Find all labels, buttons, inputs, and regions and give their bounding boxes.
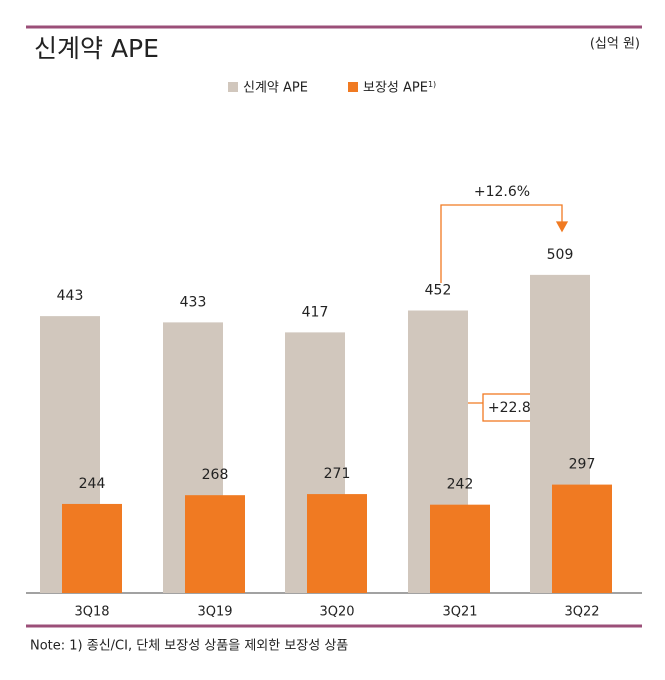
value-label: 242 xyxy=(447,477,474,493)
legend-label: 신계약 APE xyxy=(243,81,308,96)
x-tick-label: 3Q19 xyxy=(197,605,232,620)
bar xyxy=(185,495,245,593)
annotation: +12.6% xyxy=(474,184,530,200)
x-tick-label: 3Q22 xyxy=(564,605,599,620)
unit-label: (십억 원) xyxy=(590,37,640,52)
legend-swatch xyxy=(228,82,238,92)
bar xyxy=(430,504,490,593)
x-tick-label: 3Q18 xyxy=(74,605,109,620)
value-label: 297 xyxy=(569,457,596,473)
footnote: Note: 1) 종신/CI, 단체 보장성 상품을 제외한 보장성 상품 xyxy=(30,639,348,654)
value-label: 417 xyxy=(302,304,329,320)
value-label: 452 xyxy=(425,283,452,299)
value-label: 244 xyxy=(79,476,106,492)
legend-label: 보장성 APE1) xyxy=(363,80,436,96)
value-label: 433 xyxy=(180,294,207,310)
x-tick-label: 3Q21 xyxy=(442,605,477,620)
chart-title: 신계약 APE xyxy=(34,34,159,63)
bar xyxy=(62,503,122,593)
bar xyxy=(307,494,367,593)
x-tick-label: 3Q20 xyxy=(319,605,354,620)
value-label: 509 xyxy=(547,247,574,263)
value-label: 268 xyxy=(202,467,229,483)
legend-note: 1) xyxy=(428,80,436,89)
legend-swatch xyxy=(348,82,358,92)
value-label: 271 xyxy=(324,466,351,482)
value-label: 443 xyxy=(57,288,84,304)
bar xyxy=(552,484,612,593)
